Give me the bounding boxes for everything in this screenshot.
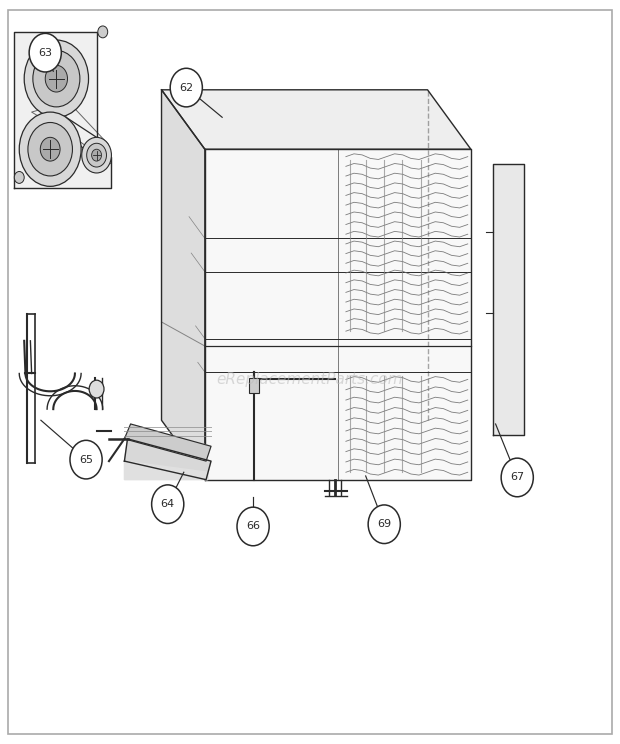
Circle shape: [92, 150, 102, 161]
Polygon shape: [125, 424, 211, 461]
Text: 64: 64: [161, 499, 175, 509]
Circle shape: [152, 485, 184, 524]
Text: 62: 62: [179, 83, 193, 92]
Circle shape: [33, 51, 80, 107]
Circle shape: [29, 33, 61, 72]
Circle shape: [368, 505, 401, 544]
Circle shape: [24, 40, 89, 118]
Polygon shape: [125, 439, 211, 480]
Polygon shape: [162, 90, 471, 150]
Polygon shape: [205, 150, 471, 480]
Text: 66: 66: [246, 522, 260, 531]
Circle shape: [237, 507, 269, 546]
Circle shape: [170, 68, 202, 107]
Circle shape: [501, 458, 533, 497]
Polygon shape: [125, 461, 208, 480]
Circle shape: [89, 380, 104, 398]
Circle shape: [19, 112, 81, 186]
Circle shape: [14, 172, 24, 183]
Polygon shape: [162, 90, 205, 480]
Text: eReplacementParts.com: eReplacementParts.com: [216, 372, 404, 387]
Circle shape: [82, 138, 112, 173]
Polygon shape: [14, 32, 111, 187]
Circle shape: [98, 26, 108, 38]
Polygon shape: [493, 164, 524, 435]
Circle shape: [87, 144, 107, 167]
Text: 65: 65: [79, 455, 93, 465]
Circle shape: [40, 138, 60, 161]
Circle shape: [45, 65, 68, 92]
Circle shape: [28, 123, 73, 176]
Bar: [249, 378, 259, 393]
Text: 69: 69: [377, 519, 391, 529]
Text: 63: 63: [38, 48, 52, 58]
Circle shape: [70, 440, 102, 479]
Text: 67: 67: [510, 472, 525, 482]
